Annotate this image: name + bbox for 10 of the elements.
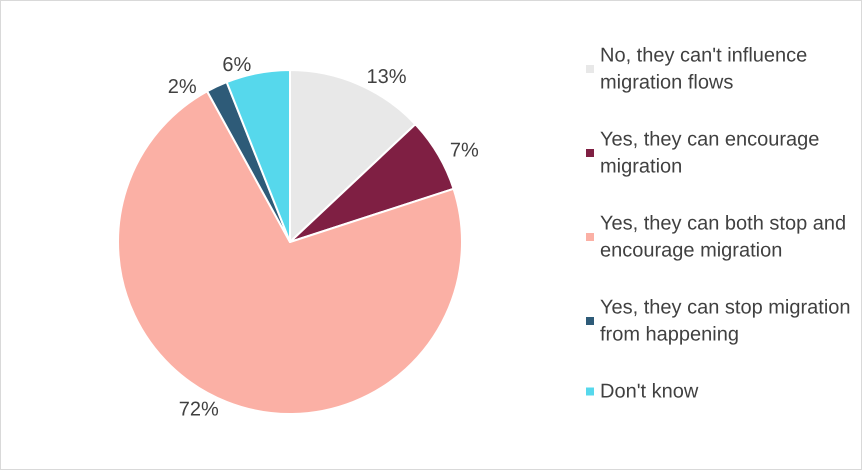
- legend-label: Yes, they can both stop and encourage migration: [600, 212, 852, 262]
- legend-label: No, they can't influence migration flows: [600, 44, 813, 94]
- legend-label: Yes, they can encourage migration: [600, 128, 825, 178]
- legend-label: Don't know: [600, 380, 699, 402]
- data-label: 72%: [178, 398, 219, 420]
- data-label: 6%: [222, 54, 252, 76]
- data-label: 13%: [366, 66, 407, 88]
- data-label: 7%: [450, 139, 480, 162]
- legend-label: Yes, they can stop migration from happening: [600, 296, 856, 346]
- data-label: 2%: [168, 76, 197, 98]
